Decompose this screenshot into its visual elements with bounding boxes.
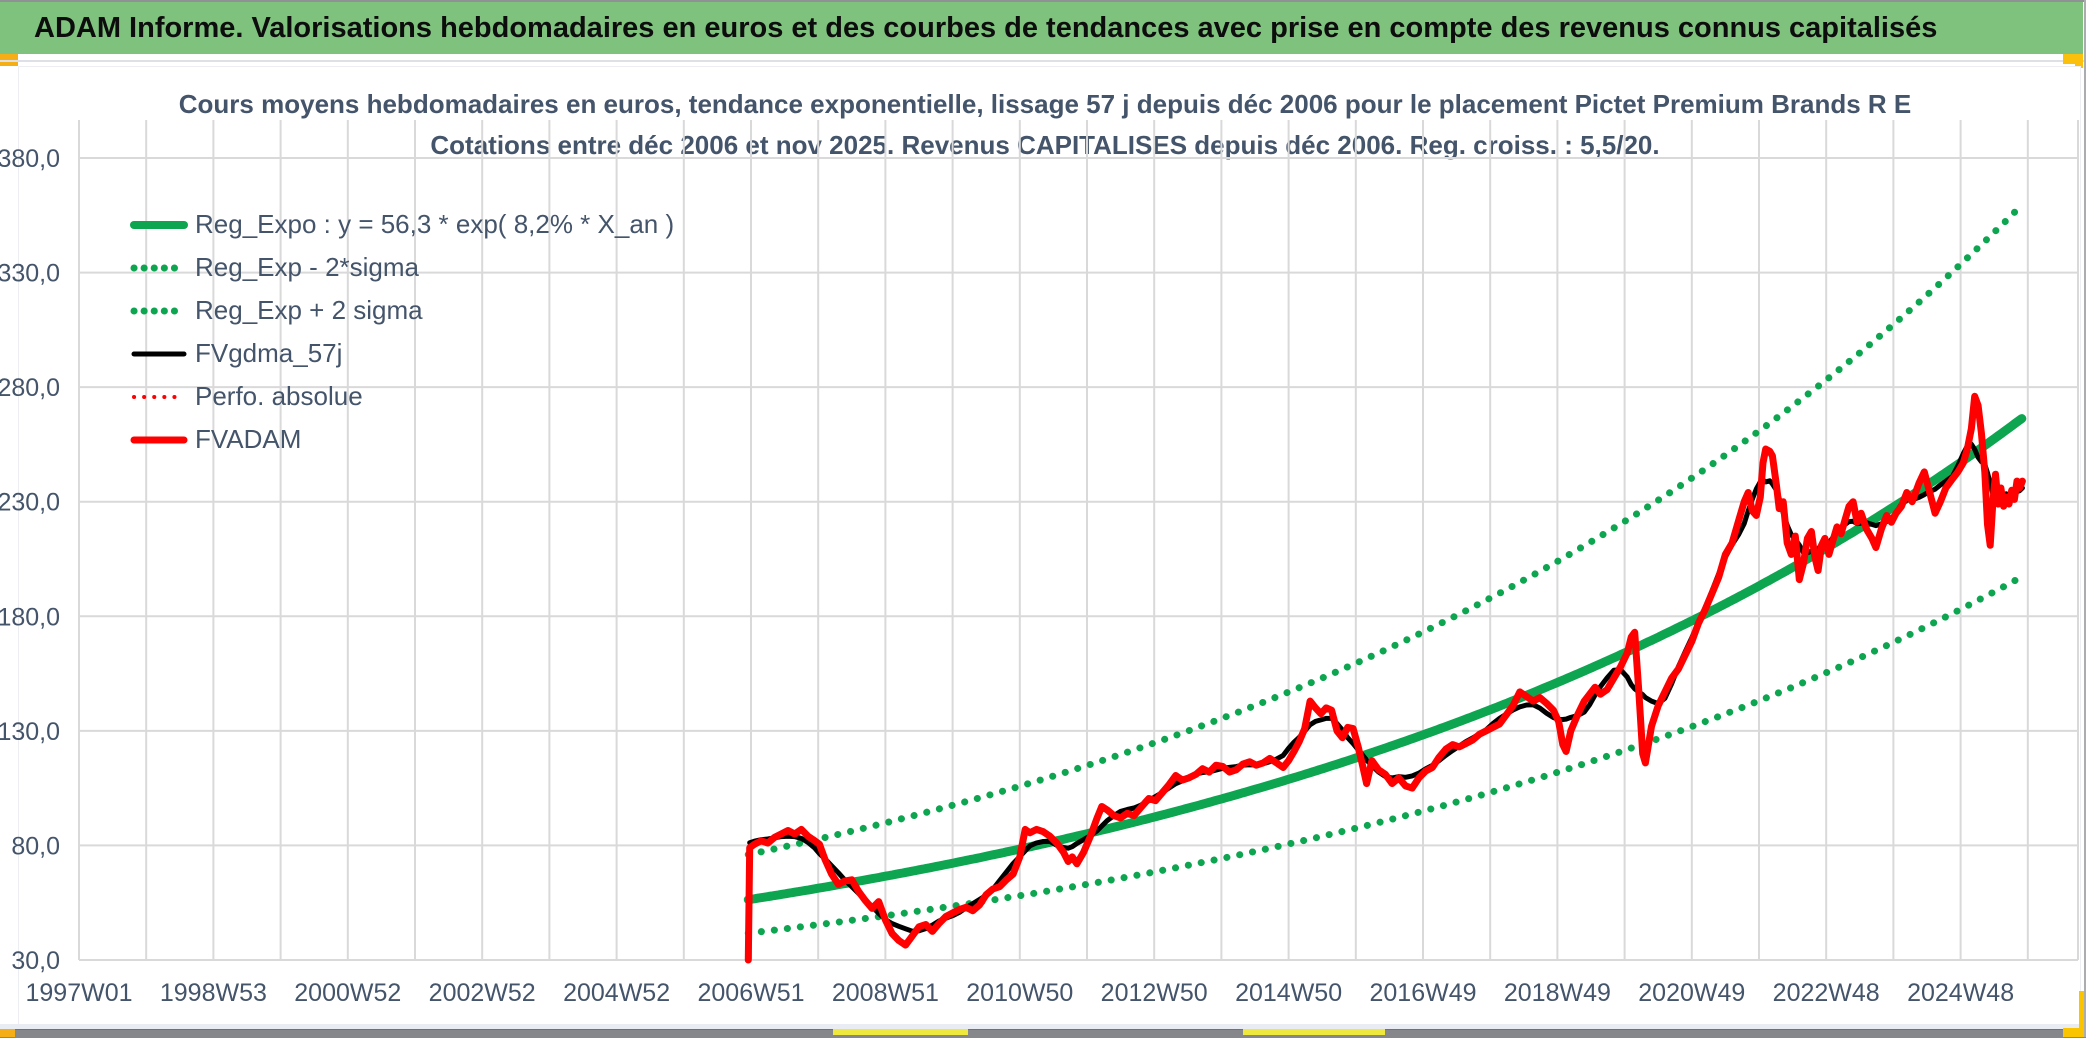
series-perfo: [746, 394, 2025, 962]
legend-item-fvgdma[interactable]: FVgdma_57j: [130, 332, 674, 375]
divider-line: [0, 60, 2086, 62]
y-tick-label: 230,0: [0, 489, 60, 517]
x-tick-label: 2020W49: [1638, 979, 1745, 1007]
legend-item-reg_minus[interactable]: Reg_Exp - 2*sigma: [130, 246, 674, 289]
corner-accent-bottom-left: [0, 1029, 15, 1037]
x-tick-label: 2004W52: [563, 979, 670, 1007]
right-edge-hairline: [2084, 0, 2086, 1037]
legend-label: Reg_Expo : y = 56,3 * exp( 8,2% * X_an ): [195, 209, 675, 239]
chart-title: Cours moyens hebdomadaires en euros, ten…: [100, 84, 1990, 166]
legend-swatch-solid-line-icon: [131, 351, 187, 356]
corner-accent-top-right-tail: [2075, 62, 2083, 68]
header-bar: ADAM Informe. Valorisations hebdomadaire…: [0, 2, 2083, 54]
legend-item-fvadam[interactable]: FVADAM: [130, 418, 674, 461]
corner-accent-top-right: [2063, 54, 2083, 64]
y-tick-label: 80,0: [11, 832, 60, 860]
y-tick-label: 330,0: [0, 260, 60, 288]
legend-label: FVADAM: [195, 424, 302, 454]
x-tick-label: 2016W49: [1369, 979, 1476, 1007]
x-tick-label: 2012W50: [1101, 979, 1208, 1007]
y-tick-label: 30,0: [11, 947, 60, 975]
x-tick-label: 1997W01: [25, 979, 132, 1007]
legend-label: FVgdma_57j: [195, 338, 343, 368]
legend-swatch-dotted-line-icon: [130, 307, 188, 314]
series-reg_expo: [743, 414, 2027, 905]
series-fvadam: [744, 392, 2026, 964]
x-tick-label: 2000W52: [294, 979, 401, 1007]
legend-swatch-solid-line-icon: [130, 220, 188, 229]
corner-accent-bottom-right-foot: [2063, 1028, 2086, 1037]
y-tick-label: 380,0: [0, 145, 60, 173]
x-tick-label: 2018W49: [1504, 979, 1611, 1007]
gridlines: [78, 120, 2079, 961]
legend-item-reg_expo[interactable]: Reg_Expo : y = 56,3 * exp( 8,2% * X_an ): [130, 203, 674, 246]
x-tick-label: 2022W48: [1773, 979, 1880, 1007]
bottom-gray-band: [0, 1029, 2086, 1038]
axis-tick-labels: 380,0 330,0 280,0 230,0 180,0 130,0 80,0 30,0 19…: [0, 145, 2014, 1007]
series-reg_minus: [744, 573, 2026, 937]
bottom-yellow-segment-1: [833, 1029, 968, 1035]
chart-legend: Reg_Expo : y = 56,3 * exp( 8,2% * X_an )…: [130, 203, 674, 461]
y-tick-label: 130,0: [0, 718, 60, 746]
y-tick-label: 280,0: [0, 374, 60, 402]
legend-label: Perfo. absolue: [195, 381, 363, 411]
legend-swatch-dotted-line-icon: [132, 394, 186, 399]
bottom-yellow-segment-2: [1243, 1029, 1385, 1035]
series-reg_plus: [744, 201, 2026, 859]
y-tick-label: 180,0: [0, 603, 60, 631]
chart-title-line1: Cours moyens hebdomadaires en euros, ten…: [178, 89, 1912, 119]
x-tick-label: 2006W51: [697, 979, 804, 1007]
x-tick-label: 2010W50: [966, 979, 1073, 1007]
legend-label: Reg_Exp - 2*sigma: [195, 252, 419, 282]
series-fvgdma: [747, 441, 2025, 934]
bottom-light-strip: [0, 1024, 2086, 1029]
top-hairline: [0, 0, 2086, 2]
legend-item-perfo[interactable]: Perfo. absolue: [130, 375, 674, 418]
chart-content-frame: [18, 66, 2081, 1027]
corner-accent-bottom-right-bar: [2079, 991, 2086, 1031]
legend-label: Reg_Exp + 2 sigma: [195, 295, 423, 325]
x-tick-label: 1998W53: [160, 979, 267, 1007]
x-tick-label: 2014W50: [1235, 979, 1342, 1007]
legend-swatch-solid-line-icon: [130, 436, 188, 443]
x-tick-label: 2002W52: [429, 979, 536, 1007]
x-tick-label: 2008W51: [832, 979, 939, 1007]
chart-title-line2: Cotations entre déc 2006 et nov 2025. Re…: [430, 130, 1660, 160]
header-title: ADAM Informe. Valorisations hebdomadaire…: [34, 12, 1938, 44]
legend-swatch-dotted-line-icon: [130, 264, 188, 271]
legend-item-reg_plus[interactable]: Reg_Exp + 2 sigma: [130, 289, 674, 332]
x-tick-label: 2024W48: [1907, 979, 2014, 1007]
